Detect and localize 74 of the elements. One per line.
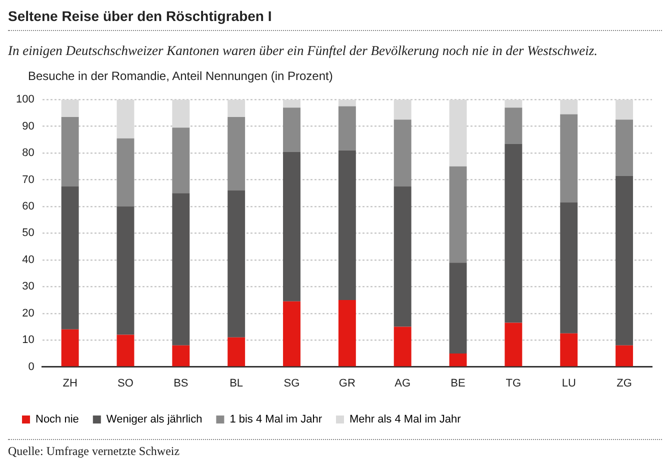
y-tick-label: 50	[22, 227, 34, 240]
bar	[338, 150, 356, 300]
legend-label: Noch nie	[36, 414, 79, 426]
bar	[504, 322, 522, 366]
y-tick-label: 0	[28, 360, 34, 373]
bar	[116, 100, 134, 138]
bar	[172, 128, 190, 194]
y-tick-label: 100	[16, 94, 34, 106]
bar	[560, 100, 578, 114]
bar	[616, 345, 634, 366]
y-tick-label: 20	[22, 307, 34, 320]
x-tick-label: LU	[562, 377, 576, 390]
bar	[283, 301, 300, 366]
bar	[449, 100, 467, 166]
bar	[228, 337, 246, 366]
y-tick-label: 90	[22, 120, 34, 132]
bar	[616, 100, 634, 120]
bar	[228, 116, 246, 190]
y-tick-label: 80	[22, 147, 34, 160]
bar	[504, 108, 522, 144]
bar	[61, 116, 79, 186]
bar	[560, 114, 578, 202]
bar	[449, 353, 467, 366]
bar	[616, 176, 634, 346]
bar	[394, 100, 412, 120]
x-tick-label: BE	[450, 377, 466, 390]
y-tick-label: 70	[22, 174, 34, 186]
bar	[504, 144, 522, 323]
bar	[560, 333, 578, 366]
bar	[338, 100, 356, 106]
bar	[116, 334, 134, 366]
bar	[394, 326, 412, 366]
bar	[228, 190, 246, 338]
bar	[394, 120, 412, 186]
bar	[283, 152, 300, 302]
chart-subtitle: In einigen Deutschschweizer Kantonen waren über ein Fünftel der Bevölkerung noch nie in der Westschweiz.	[8, 43, 599, 59]
x-tick-label: GR	[338, 377, 356, 390]
bar	[61, 329, 79, 366]
x-tick-label: SO	[118, 377, 134, 390]
bar	[61, 186, 79, 330]
y-tick-label: 40	[22, 254, 34, 266]
bar	[338, 300, 356, 366]
bar	[172, 345, 190, 366]
x-tick-label: AG	[394, 377, 411, 390]
bar	[172, 100, 190, 128]
bar	[283, 100, 300, 108]
x-tick-label: BS	[174, 377, 188, 390]
bar	[504, 100, 522, 108]
bar	[394, 186, 412, 327]
y-tick-label: 60	[22, 200, 34, 213]
chart-title: Seltene Reise über den Röschtigraben I	[8, 8, 662, 31]
legend-label: 1 bis 4 Mal im Jahr	[230, 414, 322, 426]
bar	[283, 108, 300, 152]
x-tick-label: ZH	[62, 377, 78, 390]
bar	[616, 120, 634, 176]
bar	[61, 100, 79, 117]
legend-label: Mehr als 4 Mal im Jahr	[350, 414, 462, 426]
bar	[449, 166, 467, 263]
bar	[116, 206, 134, 335]
x-tick-label: TG	[506, 377, 522, 390]
y-tick-label: 30	[22, 280, 34, 293]
x-tick-label: ZG	[616, 377, 632, 390]
source-note: Quelle: Umfrage vernetzte Schweiz	[8, 444, 181, 459]
y-tick-label: 10	[22, 334, 34, 346]
y-axis-title: Besuche in der Romandie, Anteil Nennungen (in Prozent)	[28, 69, 334, 83]
bar	[172, 193, 190, 346]
bar	[116, 138, 134, 206]
x-tick-label: BL	[230, 377, 244, 390]
bar	[338, 106, 356, 150]
bar	[560, 202, 578, 334]
x-tick-label: SG	[284, 377, 300, 390]
legend-label: Weniger als jährlich	[106, 414, 202, 426]
bar	[228, 100, 246, 117]
bar	[449, 262, 467, 354]
